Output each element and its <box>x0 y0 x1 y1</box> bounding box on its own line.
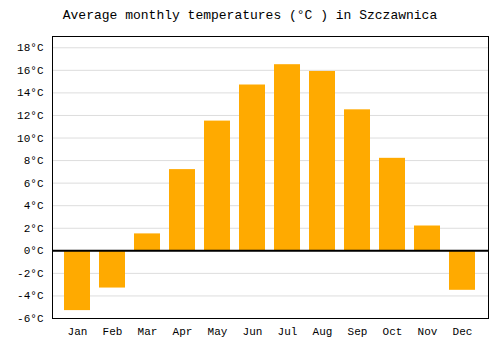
svg-text:12°C: 12°C <box>17 110 44 122</box>
svg-text:6°C: 6°C <box>24 178 44 190</box>
svg-text:0°C: 0°C <box>24 245 44 257</box>
svg-text:Jan: Jan <box>68 326 88 338</box>
svg-text:18°C: 18°C <box>17 42 44 54</box>
svg-text:Feb: Feb <box>103 326 123 338</box>
svg-text:2°C: 2°C <box>24 223 44 235</box>
svg-text:-2°C: -2°C <box>17 268 44 280</box>
html-text:Average monthly temperatures (: Average monthly temperatures (°C ) in Sz… <box>62 8 438 23</box>
svg-text:-6°C: -6°C <box>17 313 44 325</box>
svg-text:Apr: Apr <box>173 326 193 338</box>
svg-text:8°C: 8°C <box>24 155 44 167</box>
svg-text:Aug: Aug <box>313 326 333 338</box>
svg-text:May: May <box>208 326 228 338</box>
svg-text:Jun: Jun <box>243 326 263 338</box>
svg-text:Nov: Nov <box>418 326 438 338</box>
svg-text:-4°C: -4°C <box>17 290 44 302</box>
svg-text:10°C: 10°C <box>17 133 44 145</box>
svg-text:Dec: Dec <box>453 326 473 338</box>
svg-text:14°C: 14°C <box>17 87 44 99</box>
svg-text:Mar: Mar <box>138 326 158 338</box>
svg-text:16°C: 16°C <box>17 65 44 77</box>
svg-text:4°C: 4°C <box>24 200 44 212</box>
svg-text:Oct: Oct <box>383 326 403 338</box>
svg-text:Jul: Jul <box>278 326 298 338</box>
svg-text:Sep: Sep <box>348 326 368 338</box>
